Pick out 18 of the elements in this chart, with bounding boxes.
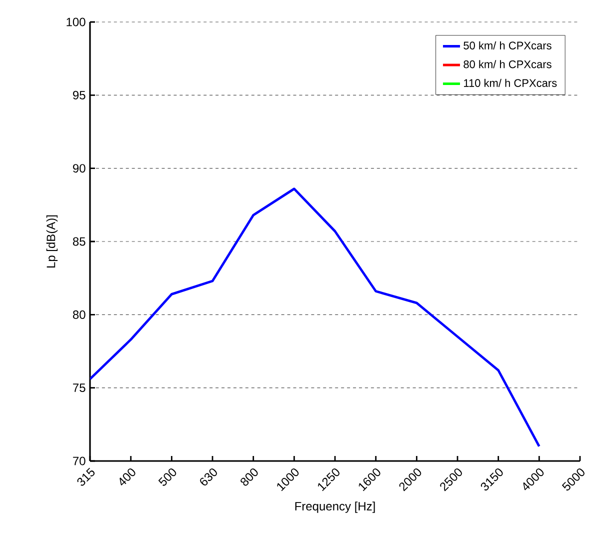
y-tick-label: 70 [73,456,86,466]
x-axis-title: Frequency [Hz] [295,502,375,513]
x-tick-label: 800 [240,468,258,486]
y-axis-title: Lp [dB(A)] [46,215,58,268]
legend-label: 80 km/ h CPXcars [464,60,552,68]
y-tick-label: 100 [66,18,86,26]
x-tick-label: 400 [120,468,136,486]
x-tick-label: 630 [200,468,217,486]
y-tick-label: 85 [72,237,86,246]
legend-label: 50 km/ h CPXcars [464,41,552,50]
y-tick-label: 95 [73,90,86,100]
x-tick-label: 315 [77,468,95,486]
y-tick-label: 80 [72,310,86,319]
x-tick-label: 500 [158,468,176,486]
line-series [90,188,540,448]
legend-label: 110 km/ h CPXcars [464,78,557,87]
y-tick-label: 75 [73,384,86,392]
y-tick-label: 90 [73,164,86,173]
